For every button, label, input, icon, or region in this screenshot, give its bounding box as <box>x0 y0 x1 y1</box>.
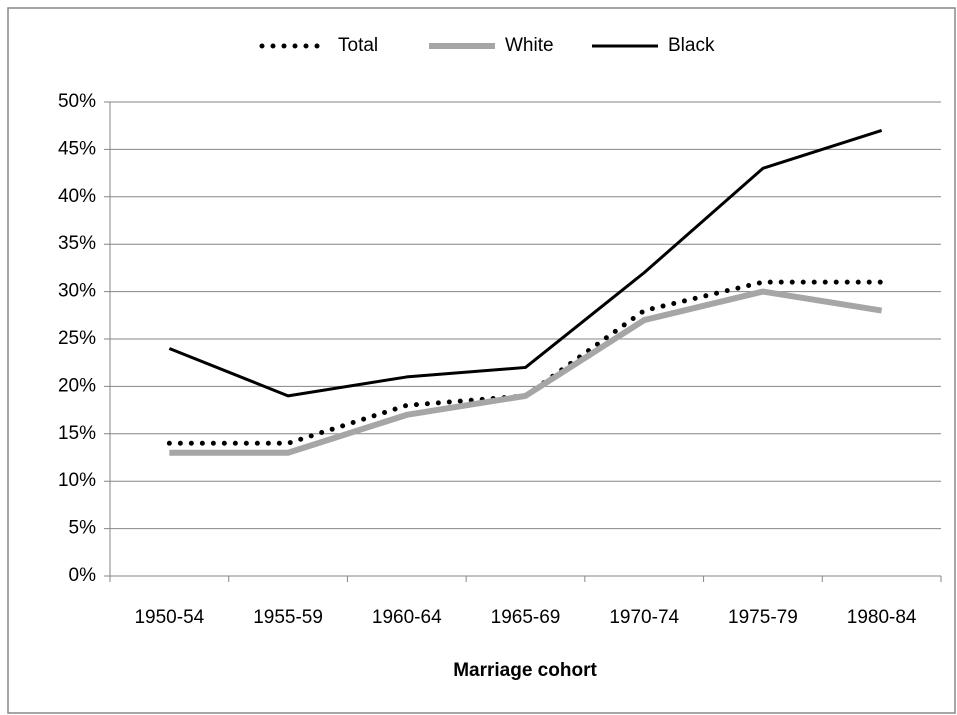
legend-label: White <box>505 35 554 56</box>
series-line <box>166 279 885 446</box>
series-line <box>168 129 883 398</box>
y-tick-label: 40% <box>58 186 96 207</box>
y-tick-label: 30% <box>58 281 96 302</box>
chart-border <box>7 7 956 714</box>
x-tick-label: 1975-79 <box>728 607 798 628</box>
y-tick-label: 5% <box>69 518 97 539</box>
x-tick-label: 1950-54 <box>134 607 204 628</box>
y-tick-label: 10% <box>58 470 96 491</box>
y-tick-label: 50% <box>58 91 96 112</box>
y-tick-label: 0% <box>69 565 97 586</box>
y-tick-label: 25% <box>58 328 96 349</box>
y-tick-label: 45% <box>58 138 96 159</box>
y-tick-label: 35% <box>58 233 96 254</box>
y-tick-label: 15% <box>58 423 96 444</box>
y-tick-label: 20% <box>58 375 96 396</box>
series-line <box>169 288 883 456</box>
x-tick-label: 1980-84 <box>847 607 917 628</box>
legend-label: Total <box>338 35 378 56</box>
x-tick-label: 1970-74 <box>609 607 679 628</box>
x-tick-label: 1960-64 <box>372 607 442 628</box>
legend-label: Black <box>668 35 715 56</box>
x-tick-label: 1965-69 <box>491 607 561 628</box>
x-axis-label: Marriage cohort <box>453 660 597 681</box>
x-tick-label: 1955-59 <box>253 607 323 628</box>
